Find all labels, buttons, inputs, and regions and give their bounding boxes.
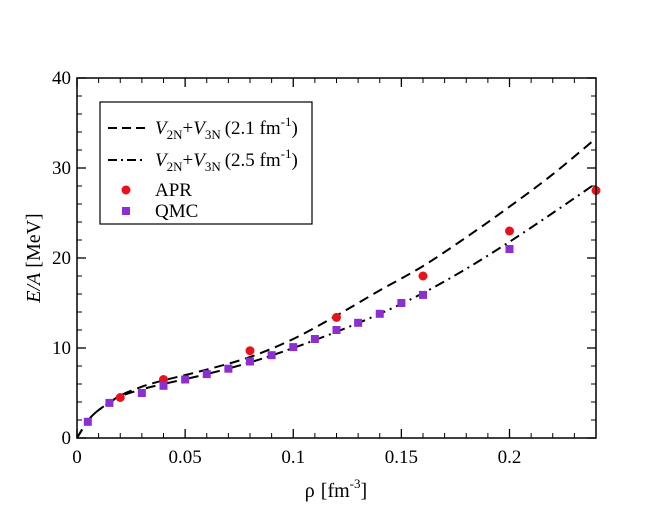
qmc-point — [354, 318, 363, 327]
qmc-point — [332, 326, 341, 334]
apr-point — [332, 312, 341, 322]
x-axis-unit-exp: -3 — [350, 476, 361, 491]
qmc-point — [246, 357, 254, 366]
x-tick-label: 0 — [72, 447, 82, 468]
x-tick-label: 0.1 — [281, 447, 305, 468]
qmc-point — [505, 245, 514, 253]
apr-point — [505, 226, 514, 236]
qmc-point — [289, 343, 298, 352]
legend-label-qmc: QMC — [155, 201, 198, 222]
y-tick-label: 20 — [52, 248, 71, 269]
qmc-point — [105, 398, 114, 407]
qmc-point — [397, 299, 406, 307]
qmc-point — [267, 351, 276, 360]
series-layer — [77, 137, 601, 438]
qmc-point — [419, 290, 427, 299]
apr-point — [115, 393, 125, 402]
qmc-point — [181, 375, 190, 384]
qmc-point — [375, 309, 384, 318]
x-axis-title: ρ [fm-3] — [305, 476, 367, 502]
legend-qmc-marker — [122, 207, 130, 215]
qmc-point — [224, 364, 233, 373]
x-axis-symbol: ρ — [305, 480, 315, 502]
apr-point — [159, 375, 168, 384]
legend-apr-marker — [121, 185, 131, 195]
axis-ticks — [76, 77, 596, 439]
plot-frame — [76, 77, 597, 439]
apr-point — [245, 346, 255, 356]
x-tick-label: 0.05 — [169, 447, 202, 468]
y-axis-unit: [MeV] — [23, 213, 45, 267]
x-tick-label: 0.15 — [385, 447, 418, 468]
legend: V2N+V3N (2.1 fm-1) V2N+V3N (2.5 fm-1) APR … — [99, 101, 313, 225]
tick-labels: 0 0.05 0.1 0.15 0.2 0 10 20 30 40 — [52, 68, 521, 468]
qmc-point — [83, 417, 92, 426]
x-axis-unit-close: ] — [361, 480, 368, 502]
qmc-point — [137, 389, 146, 397]
y-tick-label: 40 — [52, 68, 71, 89]
legend-box — [99, 101, 313, 225]
y-tick-label: 10 — [52, 338, 71, 359]
y-tick-label: 30 — [52, 158, 71, 179]
x-axis-unit-open: [fm — [321, 480, 350, 502]
qmc-point — [310, 335, 319, 343]
y-tick-label: 0 — [62, 428, 72, 449]
qmc-point — [159, 381, 168, 390]
y-axis-symbol: E/A — [23, 272, 45, 304]
y-axis-title: E/A [MeV] — [23, 213, 45, 303]
legend-label-dashed: V2N+V3N (2.1 fm-1) — [155, 114, 298, 142]
legend-label-dashdot: V2N+V3N (2.5 fm-1) — [155, 146, 298, 174]
legend-label-apr: APR — [155, 180, 192, 201]
qmc-point — [202, 370, 211, 379]
apr-point — [418, 271, 428, 281]
x-tick-label: 0.2 — [498, 447, 522, 468]
